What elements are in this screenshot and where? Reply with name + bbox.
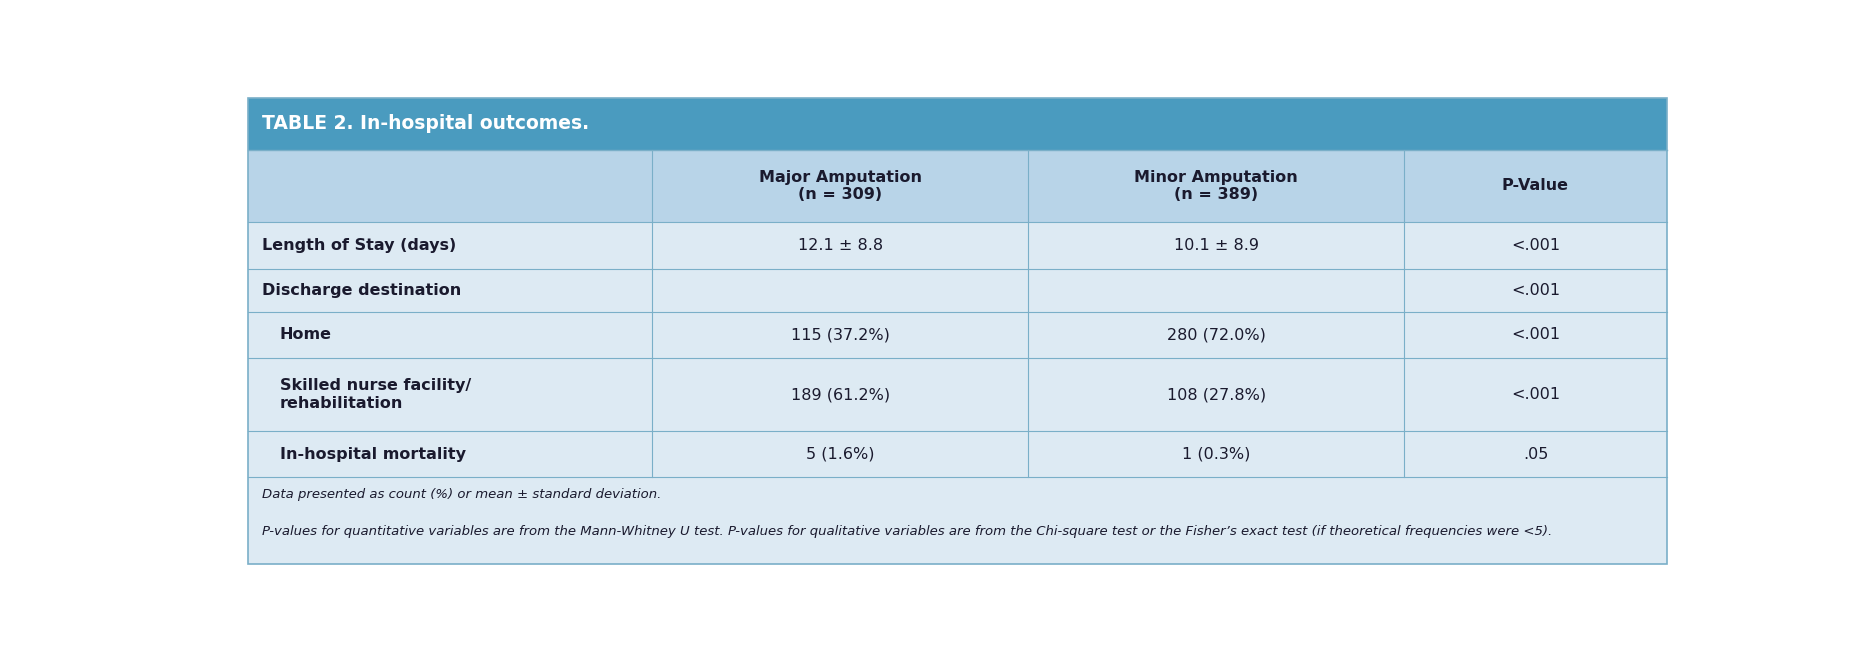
Text: Home: Home xyxy=(280,327,333,343)
Text: 115 (37.2%): 115 (37.2%) xyxy=(790,327,889,343)
Bar xyxy=(248,98,1666,150)
Bar xyxy=(248,269,1666,312)
Text: .05: .05 xyxy=(1522,446,1549,461)
Text: 12.1 ± 8.8: 12.1 ± 8.8 xyxy=(798,238,884,253)
Text: <.001: <.001 xyxy=(1511,283,1560,298)
Text: Discharge destination: Discharge destination xyxy=(262,283,461,298)
Bar xyxy=(248,358,1666,431)
Bar xyxy=(248,222,1666,269)
Text: <.001: <.001 xyxy=(1511,387,1560,402)
Bar xyxy=(248,312,1666,358)
Text: Skilled nurse facility/
rehabilitation: Skilled nurse facility/ rehabilitation xyxy=(280,378,471,411)
Text: 10.1 ± 8.9: 10.1 ± 8.9 xyxy=(1173,238,1259,253)
Text: In-hospital mortality: In-hospital mortality xyxy=(280,446,465,461)
Text: Length of Stay (days): Length of Stay (days) xyxy=(262,238,456,253)
Text: <.001: <.001 xyxy=(1511,327,1560,343)
Text: <.001: <.001 xyxy=(1511,238,1560,253)
Bar xyxy=(248,150,1666,222)
Text: 5 (1.6%): 5 (1.6%) xyxy=(807,446,874,461)
Text: P-values for quantitative variables are from the Mann-Whitney U test. P-values f: P-values for quantitative variables are … xyxy=(262,525,1552,538)
Text: Data presented as count (%) or mean ± standard deviation.: Data presented as count (%) or mean ± st… xyxy=(262,488,661,501)
Text: TABLE 2. In-hospital outcomes.: TABLE 2. In-hospital outcomes. xyxy=(262,114,590,133)
Text: 189 (61.2%): 189 (61.2%) xyxy=(790,387,889,402)
Text: Minor Amputation
(n = 389): Minor Amputation (n = 389) xyxy=(1134,170,1298,202)
Text: 1 (0.3%): 1 (0.3%) xyxy=(1182,446,1250,461)
Bar xyxy=(248,477,1666,564)
Text: Major Amputation
(n = 309): Major Amputation (n = 309) xyxy=(758,170,921,202)
Text: 280 (72.0%): 280 (72.0%) xyxy=(1168,327,1267,343)
Bar xyxy=(248,431,1666,477)
Text: 108 (27.8%): 108 (27.8%) xyxy=(1168,387,1267,402)
Text: P-Value: P-Value xyxy=(1502,178,1569,194)
